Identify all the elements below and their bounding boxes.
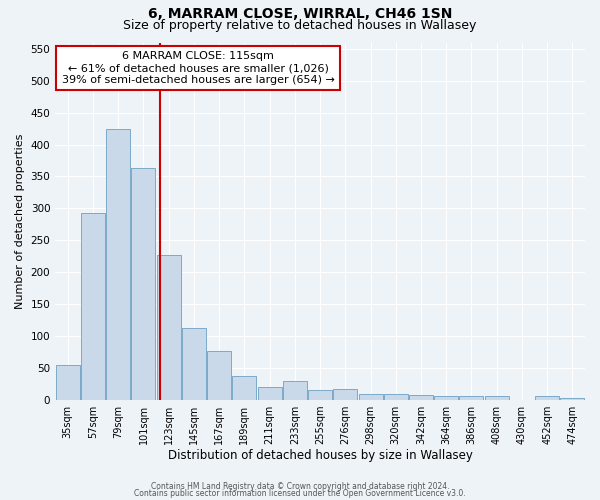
Y-axis label: Number of detached properties: Number of detached properties (15, 134, 25, 308)
Bar (384, 394, 408, 400)
Bar (485, 396, 509, 400)
Text: Contains public sector information licensed under the Open Government Licence v3: Contains public sector information licen… (134, 488, 466, 498)
Bar (560, 398, 584, 400)
Bar (283, 381, 307, 400)
Bar (182, 328, 206, 400)
Bar (81, 213, 105, 400)
Bar (157, 256, 181, 400)
Bar (308, 390, 332, 400)
Bar (207, 351, 231, 400)
Bar (106, 128, 130, 400)
Bar (535, 396, 559, 400)
Text: 6 MARRAM CLOSE: 115sqm
← 61% of detached houses are smaller (1,026)
39% of semi-: 6 MARRAM CLOSE: 115sqm ← 61% of detached… (62, 52, 335, 84)
Bar (56, 364, 80, 400)
Bar (434, 396, 458, 400)
Text: Size of property relative to detached houses in Wallasey: Size of property relative to detached ho… (124, 19, 476, 32)
X-axis label: Distribution of detached houses by size in Wallasey: Distribution of detached houses by size … (167, 450, 473, 462)
Bar (334, 390, 357, 400)
Bar (460, 396, 484, 400)
Bar (409, 395, 433, 400)
Text: 6, MARRAM CLOSE, WIRRAL, CH46 1SN: 6, MARRAM CLOSE, WIRRAL, CH46 1SN (148, 8, 452, 22)
Bar (232, 376, 256, 400)
Bar (131, 168, 155, 400)
Bar (257, 387, 281, 400)
Text: Contains HM Land Registry data © Crown copyright and database right 2024.: Contains HM Land Registry data © Crown c… (151, 482, 449, 491)
Bar (359, 394, 383, 400)
